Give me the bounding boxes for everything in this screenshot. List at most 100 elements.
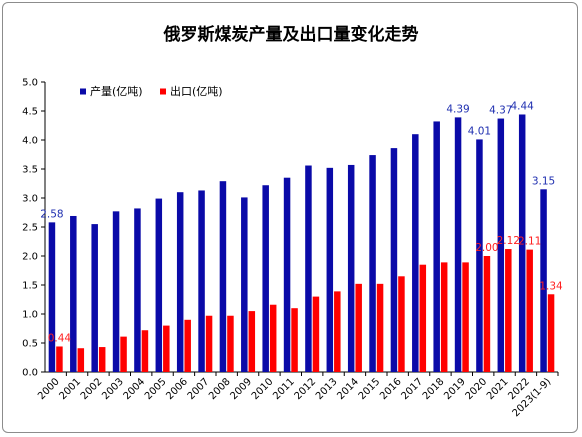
bar-production (390, 148, 398, 372)
bar-production (497, 118, 505, 372)
chart-title: 俄罗斯煤炭产量及出口量变化走势 (163, 25, 419, 45)
x-tick-label: 2013 (314, 376, 340, 402)
data-label-production: 4.37 (489, 105, 512, 117)
bar-export (98, 347, 106, 372)
bar-export (141, 330, 149, 372)
data-label-export: 2.11 (518, 236, 541, 248)
bar-export (483, 256, 491, 372)
x-tick-label: 2018 (421, 376, 447, 402)
x-tick-label: 2000 (36, 376, 62, 402)
bar-export (419, 264, 427, 372)
bar-production (433, 121, 440, 372)
legend-label-export: 出口(亿吨) (170, 84, 223, 98)
bar-export (462, 262, 469, 372)
y-tick-label: 2.5 (22, 223, 38, 234)
y-tick-label: 1.0 (22, 310, 38, 321)
x-tick-label: 2004 (122, 376, 148, 402)
data-label-export: 0.44 (48, 332, 72, 344)
bar-production (176, 192, 184, 372)
bar-export (526, 249, 533, 372)
bar-export (163, 325, 170, 372)
bar-export (269, 304, 277, 372)
bar-production (134, 208, 141, 372)
bar-export (312, 296, 320, 372)
y-tick-label: 0.0 (22, 368, 38, 379)
x-tick-label: 2001 (57, 376, 83, 402)
bar-export (355, 283, 362, 372)
x-tick-label: 2011 (271, 376, 297, 402)
x-tick-label: 2006 (164, 376, 190, 402)
data-label-production: 4.44 (510, 100, 534, 112)
y-tick-label: 2.0 (22, 252, 38, 263)
bar-production (305, 165, 312, 372)
x-tick-label: 2010 (250, 376, 276, 402)
bar-production (112, 211, 120, 372)
bars (48, 114, 555, 372)
bar-production (155, 198, 163, 372)
x-tick-label: 2014 (335, 376, 361, 402)
bar-export (440, 262, 448, 372)
legend-swatch-export (160, 88, 166, 95)
bar-export (184, 319, 191, 372)
x-tick-label: 2002 (79, 376, 105, 402)
bar-production (412, 134, 419, 372)
bar-production (347, 164, 355, 372)
x-tick-label: 2015 (357, 376, 383, 402)
y-tick-label: 3.5 (22, 165, 38, 176)
bar-production (48, 222, 56, 372)
x-tick-label: 2021 (485, 376, 511, 402)
data-label-export: 2.00 (475, 242, 498, 254)
y-tick-label: 5.0 (22, 78, 38, 89)
y-tick-label: 3.0 (22, 194, 38, 205)
x-tick-label: 2005 (143, 376, 169, 402)
bar-export (77, 348, 85, 372)
x-tick-label: 2007 (186, 376, 212, 402)
bar-production (70, 215, 77, 372)
bar-export (376, 283, 384, 372)
bar-export (56, 346, 63, 372)
bar-export (248, 311, 256, 372)
x-tick-label: 2012 (293, 376, 319, 402)
legend-swatch-production (80, 88, 86, 95)
data-label-export: 2.12 (497, 235, 520, 247)
y-tick-label: 0.5 (22, 339, 38, 350)
data-label-production: 2.58 (40, 208, 63, 220)
bar-production (219, 181, 227, 372)
data-label-production: 4.39 (446, 103, 469, 115)
bar-production (326, 167, 334, 372)
x-tick-label: 2016 (378, 376, 404, 402)
bar-export (334, 291, 341, 372)
legend: 产量(亿吨) 出口(亿吨) (80, 84, 223, 98)
bar-production (241, 197, 248, 372)
bar-production (283, 177, 291, 372)
bar-production (198, 190, 205, 372)
y-tick-label: 1.5 (22, 281, 38, 292)
data-labels: 2.58 4.39 4.01 4.374.44 3.15 0.44 2.002.122.11… (40, 100, 563, 344)
bar-production (91, 224, 98, 372)
x-tick-label: 2003 (100, 376, 126, 402)
bar-production (454, 117, 462, 372)
x-tick-label: 2019 (442, 376, 468, 402)
bar-production (540, 189, 547, 372)
bar-export (547, 294, 555, 372)
bar-production (476, 139, 483, 372)
y-tick-label: 4.0 (22, 136, 38, 147)
bar-production (369, 155, 376, 372)
data-label-production: 3.15 (532, 175, 555, 187)
bar-export (205, 315, 213, 372)
bar-export (291, 308, 298, 372)
bar-export (227, 315, 234, 372)
bar-export (505, 249, 512, 372)
bar-production (518, 114, 526, 372)
bar-production (262, 185, 269, 372)
bar-export (398, 276, 405, 372)
data-label-export: 1.34 (539, 280, 563, 292)
x-tick-label: 2008 (207, 376, 233, 402)
data-label-production: 4.01 (468, 125, 491, 137)
x-tick-label: 2009 (228, 376, 254, 402)
legend-label-production: 产量(亿吨) (90, 84, 143, 98)
x-tick-label: 2017 (399, 376, 425, 402)
bar-export (120, 336, 127, 372)
y-tick-label: 4.5 (22, 107, 38, 118)
